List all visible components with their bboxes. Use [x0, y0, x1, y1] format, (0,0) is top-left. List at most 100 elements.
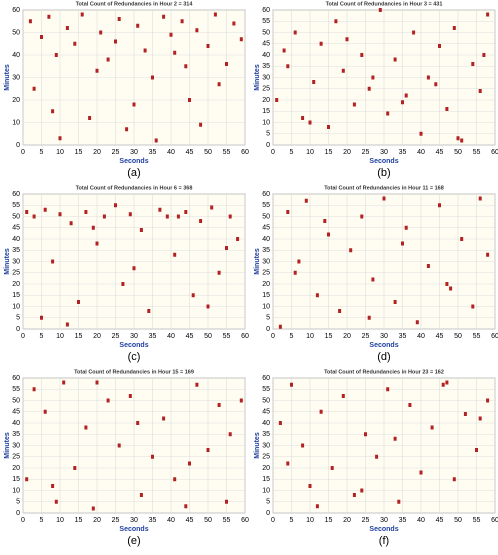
x-tick-label: 30 [130, 333, 138, 340]
point [169, 32, 173, 37]
x-tick-label: 45 [436, 149, 444, 156]
x-tick-label: 45 [186, 149, 194, 156]
x-tick-label: 35 [149, 517, 157, 524]
panel: 0 5 10 15 20 25 30 35 40 45 50 55 60 0 5 10 15 20 25 30 35 40… [4, 369, 249, 546]
x-tick-label: 10 [56, 517, 64, 524]
y-tick-label: 0 [16, 326, 20, 333]
x-tick-label: 15 [325, 333, 333, 340]
point [136, 421, 140, 425]
y-tick-label: 30 [262, 442, 270, 449]
point [173, 477, 177, 482]
point [319, 41, 323, 46]
point [367, 86, 371, 91]
point [445, 380, 449, 385]
y-tick-label: 35 [262, 431, 270, 438]
point [426, 75, 430, 80]
x-tick-label: 40 [417, 149, 425, 156]
x-tick-label: 50 [204, 149, 212, 156]
point [217, 270, 221, 275]
x-tick-label: 30 [130, 149, 138, 156]
chart-title: Total Count of Redundancies in Hour 11 =… [324, 185, 444, 191]
point [475, 448, 478, 452]
point [278, 421, 282, 425]
y-tick-label: 0 [16, 142, 20, 149]
y-tick-label: 20 [262, 281, 270, 288]
x-tick-label: 5 [40, 149, 44, 156]
y-tick-label: 20 [262, 465, 270, 472]
x-axis-label: Seconds [119, 342, 148, 349]
x-tick-label: 0 [21, 517, 25, 524]
point [401, 100, 404, 105]
point [408, 403, 412, 407]
point [51, 109, 55, 114]
x-tick-label: 10 [306, 149, 314, 156]
y-tick-label: 50 [262, 29, 270, 36]
point [360, 214, 364, 219]
point [301, 443, 305, 448]
y-tick-label: 50 [12, 213, 20, 220]
x-tick-label: 30 [130, 517, 138, 524]
x-tick-label: 25 [362, 149, 370, 156]
point [132, 102, 136, 107]
chart-title: Total Count of Redundancies in Hour 15 =… [74, 369, 194, 375]
point [315, 293, 319, 298]
point [143, 48, 147, 53]
point [69, 221, 73, 226]
y-tick-label: 30 [262, 258, 270, 265]
point [438, 44, 441, 48]
y-tick-label: 0 [266, 326, 270, 333]
y-tick-label: 10 [262, 487, 270, 494]
point [364, 432, 367, 437]
point [393, 436, 397, 441]
x-tick-label: 15 [325, 149, 333, 156]
x-tick-label: 60 [491, 333, 498, 340]
point [80, 12, 84, 17]
point [225, 499, 228, 504]
x-tick-label: 30 [380, 333, 388, 340]
x-tick-label: 55 [473, 517, 481, 524]
x-tick-label: 35 [399, 149, 407, 156]
x-tick-label: 35 [149, 149, 157, 156]
point [225, 246, 228, 250]
y-tick-label: 5 [16, 499, 20, 506]
point [210, 205, 214, 210]
point [191, 293, 195, 298]
caption: (d) [377, 351, 390, 363]
x-tick-label: 55 [223, 517, 231, 524]
point [419, 470, 423, 475]
y-tick-label: 25 [12, 270, 20, 277]
y-tick-label: 15 [262, 292, 270, 299]
panel: 0 5 10 15 20 25 30 35 40 45 50 55 60 0 5 10 15 20 25 30 35 40… [4, 185, 249, 362]
chart-title: Total Count of Redundancies in Hour 23 =… [324, 369, 444, 375]
point [40, 315, 43, 320]
point [275, 98, 279, 102]
x-tick-label: 55 [473, 149, 481, 156]
x-tick-label: 50 [454, 333, 462, 340]
x-tick-label: 50 [454, 517, 462, 524]
point [54, 53, 58, 57]
point [445, 107, 449, 111]
x-axis-label: Seconds [369, 526, 398, 533]
point [32, 387, 36, 392]
y-tick-label: 25 [12, 454, 20, 461]
y-tick-label: 40 [262, 52, 270, 59]
point [47, 14, 51, 19]
y-tick-label: 50 [262, 397, 270, 404]
x-tick-label: 45 [186, 333, 194, 340]
x-tick-label: 30 [380, 149, 388, 156]
point [463, 412, 467, 416]
point [173, 50, 177, 55]
point [91, 506, 95, 511]
point [412, 30, 416, 35]
y-tick-label: 50 [262, 213, 270, 220]
point [95, 380, 99, 385]
x-tick-label: 0 [271, 333, 275, 340]
point [415, 320, 419, 325]
x-tick-label: 10 [56, 149, 64, 156]
y-tick-label: 50 [12, 29, 20, 36]
point [99, 30, 103, 35]
panel: 0 5 10 15 20 25 30 35 40 45 50 55 60 0 5 10 15 20 25 30 35 40… [254, 185, 498, 362]
y-tick-label: 50 [12, 397, 20, 404]
y-tick-label: 45 [262, 41, 270, 48]
x-tick-label: 50 [204, 333, 212, 340]
